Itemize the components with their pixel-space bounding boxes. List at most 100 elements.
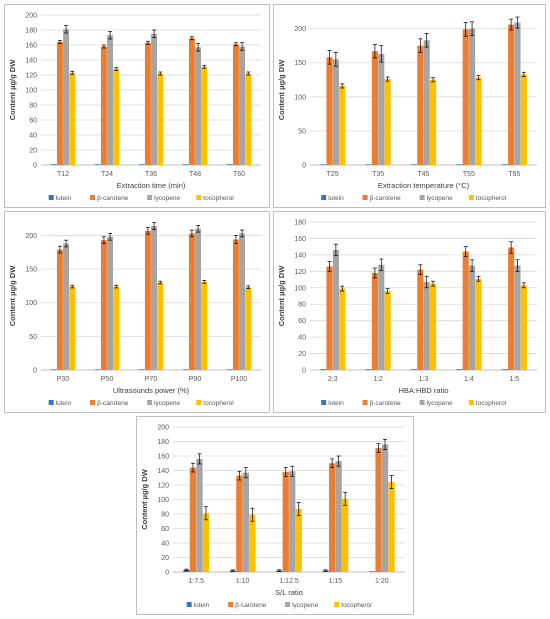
bar-carotene-p90 — [188, 233, 195, 370]
bar-tocopherol-t25 — [339, 85, 346, 165]
y-tick-label: 20 — [29, 148, 37, 155]
legend-swatch-carotene — [228, 602, 234, 607]
y-tick-label: 0 — [33, 368, 37, 375]
y-tick-label: 0 — [302, 368, 306, 375]
legend-swatch-lycopene — [285, 602, 291, 607]
bar-tocopherol-t36 — [157, 73, 164, 165]
bar-carotene-1-2 — [371, 272, 378, 370]
bar-lycopene-t55 — [469, 28, 476, 165]
bar-lycopene-p70 — [151, 226, 158, 370]
chart-panel-extraction-time: 0 20 40 60 80 100 120 140 160 180 200 Content µg/g … — [4, 4, 270, 208]
y-tick-label: 160 — [294, 236, 306, 243]
x-tick-label: 1:15 — [329, 578, 343, 585]
legend-label: lycopene — [427, 400, 453, 407]
bar-tocopherol-p70 — [157, 282, 164, 370]
bar-tocopherol-p90 — [201, 281, 208, 370]
legend-swatch-lutein — [48, 195, 54, 200]
y-tick-label: 120 — [157, 483, 169, 490]
x-tick-label: T35 — [372, 171, 384, 178]
bar-tocopherol-t55 — [475, 77, 482, 165]
x-tick-label: T36 — [145, 171, 157, 178]
bar-tocopherol-1-3 — [429, 283, 437, 370]
legend-label: lutein — [328, 400, 344, 407]
legend-label: lycopene — [154, 400, 180, 407]
y-tick-label: 150 — [294, 60, 306, 67]
x-tick-label: P70 — [145, 376, 158, 383]
legend-swatch-carotene — [90, 195, 96, 200]
legend-label: lutein — [56, 400, 72, 407]
x-tick-label: T48 — [189, 171, 201, 178]
bar-lutein-p30 — [50, 369, 57, 370]
legend-swatch-tocopherol — [196, 400, 202, 405]
legend-label: lutein — [194, 602, 210, 609]
bar-carotene-1-10 — [236, 475, 243, 572]
y-tick-label: 100 — [25, 88, 37, 95]
y-tick-label: 160 — [157, 454, 169, 461]
bar-lutein-p70 — [138, 369, 145, 370]
bar-carotene-t45 — [417, 45, 424, 165]
chart-panel-ultrasounds-power: 0 50 100 150 200 Content µg/g DW P30 P50 P70 P90 P… — [4, 211, 270, 413]
y-tick-label: 40 — [298, 335, 306, 342]
y-axis-label: Content µg/g DW — [8, 59, 17, 120]
y-tick-label: 60 — [29, 118, 37, 125]
x-tick-label: T25 — [327, 171, 339, 178]
x-tick-label: 1:7.5 — [188, 578, 204, 585]
y-tick-label: 120 — [25, 73, 37, 80]
legend-label: tocopherol — [203, 195, 234, 202]
bar-lycopene-p50 — [107, 236, 114, 370]
bar-tocopherol-1-2 — [384, 291, 391, 370]
bar-lycopene-1-20 — [381, 444, 389, 572]
bar-carotene-t48 — [188, 38, 195, 165]
bar-tocopherol-t35 — [384, 79, 391, 165]
legend-swatch-carotene — [362, 195, 368, 200]
bar-carotene-1-12-5 — [282, 471, 289, 572]
bar-lutein-t24 — [94, 164, 101, 165]
bar-carotene-1-15 — [329, 463, 336, 572]
bar-lycopene-p100 — [239, 233, 246, 370]
bar-lycopene-2-3 — [332, 249, 339, 370]
legend-label: lycopene — [427, 195, 453, 202]
x-tick-label: T55 — [463, 171, 475, 178]
legend-swatch-lutein — [321, 195, 327, 200]
bar-tocopherol-p100 — [245, 287, 252, 370]
legend-swatch-lycopene — [419, 400, 425, 405]
bar-tocopherol-t48 — [201, 66, 208, 165]
y-tick-label: 200 — [294, 26, 306, 33]
bar-tocopherol-1-20 — [388, 482, 395, 572]
bar-lycopene-1-12-5 — [289, 471, 296, 572]
y-tick-label: 40 — [161, 541, 169, 548]
y-tick-label: 80 — [298, 302, 306, 309]
bar-lutein-1-4 — [456, 369, 463, 370]
legend-label: β-carotene — [97, 400, 129, 407]
legend-swatch-carotene — [362, 400, 368, 405]
bar-carotene-p30 — [56, 249, 63, 370]
bar-tocopherol-1-15 — [342, 498, 349, 572]
legend-swatch-tocopherol — [334, 602, 340, 607]
bar-carotene-1-20 — [375, 448, 382, 572]
y-tick-label: 100 — [294, 285, 306, 292]
bar-tocopherol-t60 — [245, 73, 252, 165]
y-tick-label: 100 — [294, 94, 306, 101]
chart-panel-extraction-temperature: 0 50 100 150 200 Content µg/g DW T25 T35 T45 T55 T… — [273, 4, 546, 208]
bar-lutein-t65 — [501, 164, 508, 165]
bar-carotene-t25 — [326, 57, 333, 165]
legend-swatch-lutein — [186, 602, 192, 607]
x-tick-label: 1:2 — [373, 376, 383, 383]
chart-panel-sl-ratio: 0 20 40 60 80 100 120 140 160 180 200 Content µg/g … — [136, 416, 414, 615]
bar-lycopene-t25 — [332, 59, 339, 166]
chart-svg-hba-hbd-ratio: 0 20 40 60 80 100 120 140 160 180 Content µg/g DW 2… — [277, 220, 537, 407]
bar-lycopene-t24 — [107, 35, 114, 165]
x-tick-label: 1:3 — [419, 376, 429, 383]
x-tick-label: P30 — [57, 376, 70, 383]
bar-carotene-t55 — [462, 29, 469, 166]
y-tick-label: 200 — [157, 425, 169, 432]
bar-lycopene-1-3 — [423, 282, 430, 370]
bar-lutein-t45 — [410, 164, 418, 165]
y-axis-label: Content µg/g DW — [277, 59, 286, 120]
legend-label: β-carotene — [97, 195, 129, 202]
bar-tocopherol-t24 — [113, 69, 120, 165]
legend-swatch-tocopherol — [468, 195, 474, 200]
bar-tocopherol-t12 — [69, 72, 76, 165]
bar-carotene-2-3 — [326, 266, 333, 370]
bar-lycopene-p30 — [63, 243, 70, 370]
